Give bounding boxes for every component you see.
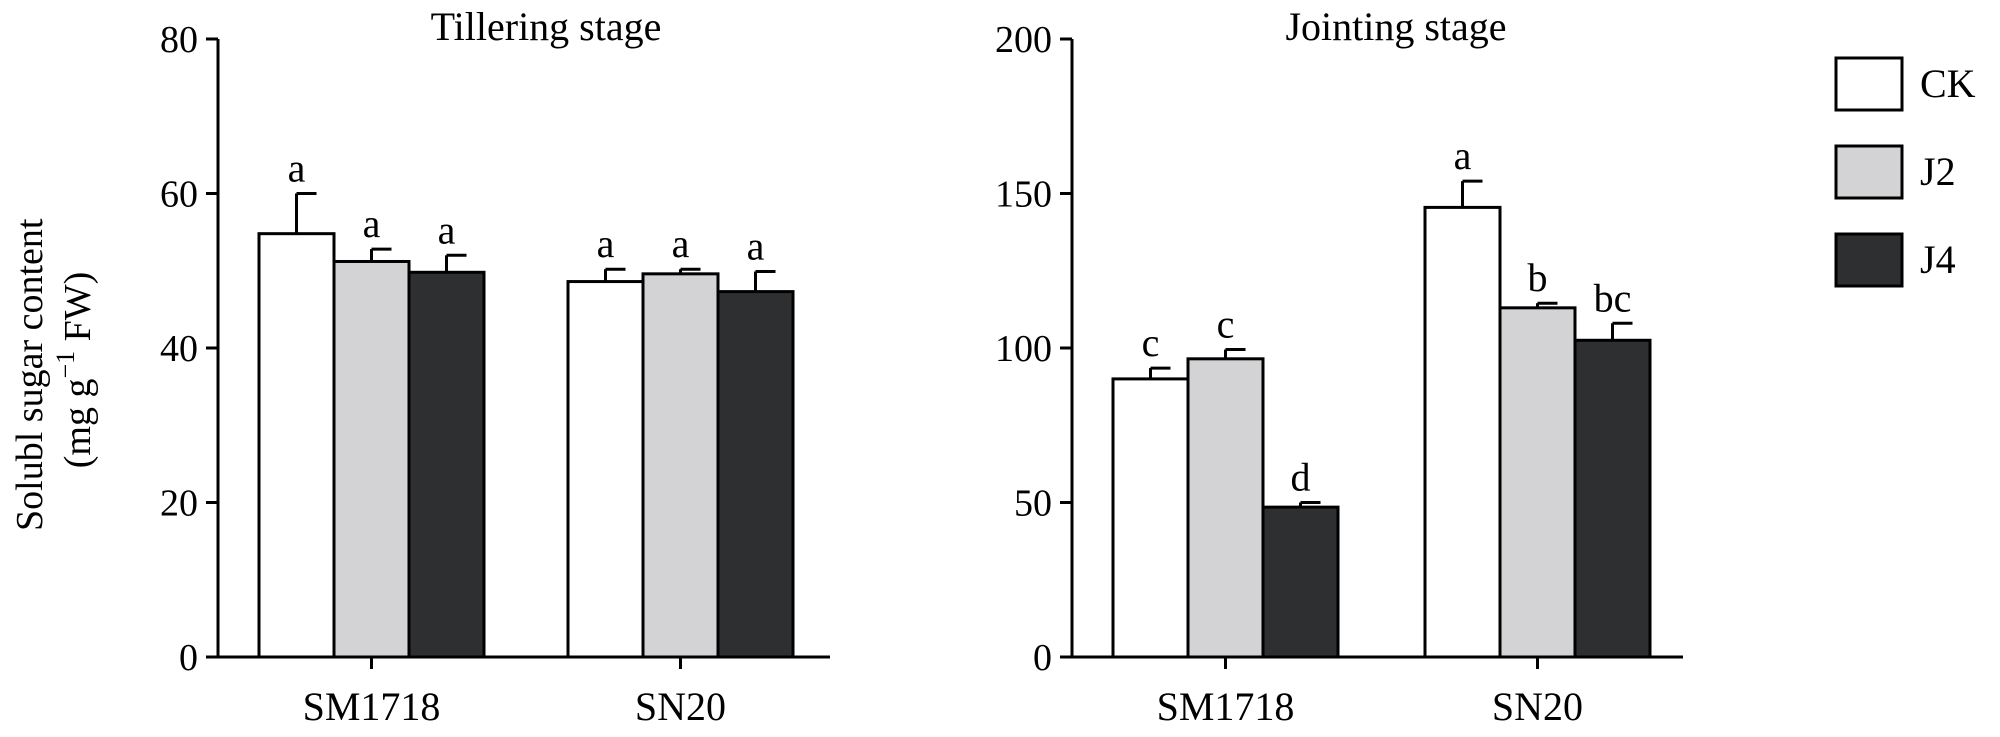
legend-swatch-ck: [1834, 56, 1904, 112]
panel-title: Jointing stage: [1285, 4, 1506, 49]
significance-letter: bc: [1594, 275, 1632, 320]
bar-j2: [1186, 357, 1265, 659]
significance-letter: b: [1528, 255, 1548, 300]
legend-label-ck: CK: [1920, 61, 1976, 106]
bar-j4: [1261, 505, 1340, 659]
significance-letter: c: [1142, 320, 1160, 365]
x-tick-label: SN20: [635, 684, 726, 729]
bar-j4: [407, 270, 486, 659]
significance-letter: c: [1217, 302, 1235, 347]
y-tick-label: 80: [160, 19, 198, 61]
y-tick-label: 20: [160, 483, 198, 525]
x-tick-label: SN20: [1492, 684, 1583, 729]
significance-letter: a: [597, 221, 615, 266]
significance-letter: a: [1454, 133, 1472, 178]
significance-letter: a: [438, 207, 456, 252]
y-axis-label-superscript: −1: [51, 351, 80, 379]
y-tick-label: 0: [179, 637, 198, 679]
x-tick-label: SM1718: [1157, 684, 1295, 729]
bar-ck: [1111, 377, 1190, 659]
y-tick-label: 50: [1014, 483, 1052, 525]
y-axis-label-line1: Solubl sugar content: [9, 218, 51, 531]
panel-jointing: Jointing stage 0 50 100 150 200 SM1718 c c d SN20 a…: [995, 4, 1683, 729]
bar-j4: [1573, 338, 1652, 659]
legend-swatch-j2: [1834, 144, 1904, 200]
bar-ck: [566, 280, 645, 659]
legend-label-j2: J2: [1920, 149, 1956, 194]
significance-letter: d: [1291, 455, 1311, 500]
y-tick-label: 60: [160, 174, 198, 216]
significance-letter: a: [747, 224, 765, 269]
significance-letter: a: [363, 201, 381, 246]
bar-j4: [716, 290, 795, 659]
bar-j2: [1498, 306, 1577, 659]
y-tick-label: 0: [1033, 637, 1052, 679]
y-tick-label: 150: [995, 174, 1052, 216]
bar-j2: [332, 259, 411, 659]
bar-ck: [1423, 205, 1502, 659]
panel-tillering: Tillering stage 0 20 40 60 80 SM1718 a a a SN20 a a a: [160, 4, 830, 729]
bar-j2: [641, 272, 720, 659]
legend-swatch-j4: [1834, 232, 1904, 288]
x-tick-label: SM1718: [303, 684, 441, 729]
y-tick-label: 100: [995, 328, 1052, 370]
significance-letter: a: [288, 146, 306, 191]
y-tick-label: 200: [995, 19, 1052, 61]
legend: CK J2 J4: [1834, 56, 1976, 288]
y-axis-label: Solubl sugar content (mg g−1 FW): [9, 209, 99, 531]
significance-letter: a: [672, 221, 690, 266]
y-tick-label: 40: [160, 328, 198, 370]
legend-label-j4: J4: [1920, 237, 1956, 282]
bar-ck: [257, 232, 336, 659]
panel-title: Tillering stage: [431, 4, 662, 49]
y-axis-label-line2: (mg g−1 FW): [51, 272, 99, 469]
